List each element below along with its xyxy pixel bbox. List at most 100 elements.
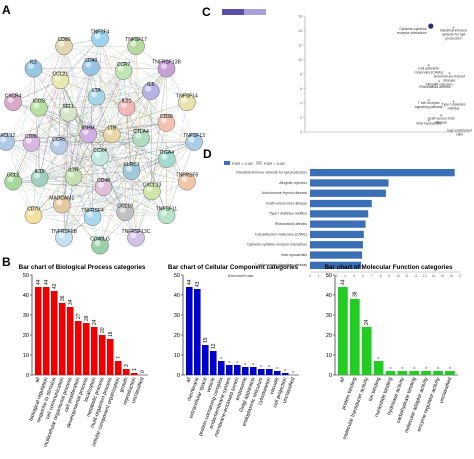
network-node[interactable]: CD40LG — [90, 237, 110, 255]
bar-y-tick-label: 30 — [326, 313, 332, 319]
network-node-label: IL2 — [30, 60, 37, 66]
network-node-label: LTA — [92, 88, 101, 94]
barh-x-label: Enrichment ratio — [228, 274, 254, 278]
network-node[interactable]: IL15 — [31, 169, 48, 187]
network-node[interactable]: CD40 — [82, 58, 99, 76]
network-node-label: CD70 — [27, 206, 40, 212]
bar — [210, 351, 217, 375]
network-node[interactable]: CCL21 — [52, 71, 69, 89]
network-node[interactable]: TNFRSF8 — [176, 173, 199, 191]
network-node[interactable]: CCL2 — [5, 173, 22, 191]
network-node-label: IL6 — [147, 82, 154, 88]
bar-value-label: 15 — [203, 337, 209, 343]
network-node-label: CCL21 — [53, 71, 69, 77]
bar-y-tick-label: 10 — [23, 353, 29, 359]
barh-x-tick-label: 3 — [336, 274, 338, 278]
bar — [409, 371, 419, 375]
network-node[interactable]: CD28 — [158, 114, 175, 131]
y-tick-label: 16 — [298, 15, 302, 19]
bar-y-tick-label: 40 — [23, 293, 29, 299]
network-node[interactable]: TNFSF14 — [176, 93, 198, 111]
network-node[interactable]: TNFSF4 — [91, 29, 110, 47]
network-node[interactable]: CCR9 — [50, 137, 67, 155]
network-node[interactable]: IL6 — [142, 82, 159, 100]
network-node-label: CCL19 — [117, 203, 133, 209]
network-node[interactable]: TNFSF11 — [156, 206, 178, 224]
barh-marks: Intestinal immune network for IgA produc… — [228, 169, 462, 278]
network-node-label: CD28 — [160, 114, 173, 120]
network-node[interactable]: CD48 — [95, 178, 112, 196]
bar — [67, 307, 74, 375]
y-tick-label: 4 — [300, 102, 302, 106]
network-node[interactable]: CTLA4 — [133, 129, 150, 147]
barh-bar — [310, 241, 363, 248]
bar-value-label: 42 — [52, 283, 58, 289]
network-node[interactable]: SELL — [60, 104, 77, 122]
network-node[interactable]: IL2 — [25, 60, 42, 78]
y-tick-label: 12 — [298, 44, 302, 48]
bar-chart-title: Bar chart of Molecular Function categori… — [324, 264, 453, 271]
network-node-label: CD86 — [25, 134, 38, 140]
bar-value-label: 7 — [116, 356, 122, 359]
network-node[interactable]: TNFRSF13C — [122, 229, 151, 247]
barh-category-label: Type I diabetes mellitus — [269, 212, 307, 216]
network-node-label: TNFRSF6B — [51, 229, 78, 235]
barh-x-tick-label: 5 — [353, 274, 355, 278]
bar-value-label: 12 — [211, 343, 217, 349]
y-tick-label: 14 — [298, 29, 302, 33]
barh-category-label: Cytokine-cytokine receptor interaction — [247, 243, 307, 247]
network-node-label: IL15 — [35, 169, 45, 175]
scatter-point-label: mellitus — [448, 107, 460, 111]
network-node-label: IL21 — [122, 98, 132, 104]
barh-x-tick-label: 7 — [371, 274, 373, 278]
bar — [59, 303, 66, 375]
bar-y-tick-label: 20 — [23, 333, 29, 339]
network-node[interactable]: CD70 — [25, 206, 42, 224]
bar-chart-title: Bar chart of Biological Process categori… — [19, 264, 146, 271]
network-node-label: TNFRSF4 — [81, 208, 104, 214]
bar-y-tick-label: 50 — [326, 273, 332, 279]
y-tick-label: 8 — [300, 73, 302, 77]
legend-swatch-nonsig — [256, 161, 262, 165]
network-node-label: TNFRSF13B — [152, 60, 181, 66]
network-node-label: LTB — [107, 125, 116, 131]
network-node-label: CCR7 — [117, 62, 131, 68]
bar — [123, 369, 130, 375]
network-node[interactable]: IL7R — [65, 168, 82, 186]
network-node[interactable]: CCR7 — [115, 62, 132, 80]
bar — [226, 365, 233, 375]
colorbar-light — [244, 9, 266, 15]
network-node[interactable]: KLRC1 — [123, 162, 140, 180]
network-node[interactable]: IL21 — [118, 98, 135, 116]
network-node[interactable]: TNFRSF6B — [51, 229, 78, 247]
network-node[interactable]: CXCL12 — [0, 133, 16, 151]
network-node[interactable]: ITGA4 — [158, 150, 175, 168]
y-tick-label: 6 — [300, 87, 302, 91]
scatter-point-label: ratio — [456, 133, 463, 137]
bar — [274, 371, 281, 375]
network-node[interactable]: CD80 — [55, 37, 72, 55]
network-node[interactable]: CCR4 — [91, 148, 108, 166]
barh-x-tick-label: 1 — [318, 274, 320, 278]
bar-category-label: all — [34, 377, 41, 384]
network-node[interactable]: LTA — [88, 88, 105, 106]
barh-category-label: Viral myocarditis — [281, 253, 307, 257]
network-node[interactable]: CXCR4 — [5, 93, 22, 111]
bar — [115, 361, 122, 375]
network-node[interactable]: LTB — [103, 125, 120, 143]
y-tick-label: 2 — [300, 116, 302, 120]
network-node[interactable]: CD86 — [23, 134, 40, 152]
network-node[interactable]: ICOS — [30, 99, 47, 117]
bar — [421, 371, 431, 375]
network-node[interactable]: IGHM — [80, 125, 97, 143]
network-node[interactable]: TNFSF13 — [183, 133, 205, 151]
network-node[interactable]: CCL19 — [117, 203, 134, 221]
bar — [107, 339, 114, 375]
network-node-label: ICOS — [33, 99, 46, 105]
bar-y-tick-label: 0 — [26, 373, 29, 379]
barh-x-tick-label: 17 — [458, 274, 462, 278]
bar — [266, 369, 273, 375]
barh-bar — [310, 179, 389, 186]
bar — [338, 287, 348, 375]
